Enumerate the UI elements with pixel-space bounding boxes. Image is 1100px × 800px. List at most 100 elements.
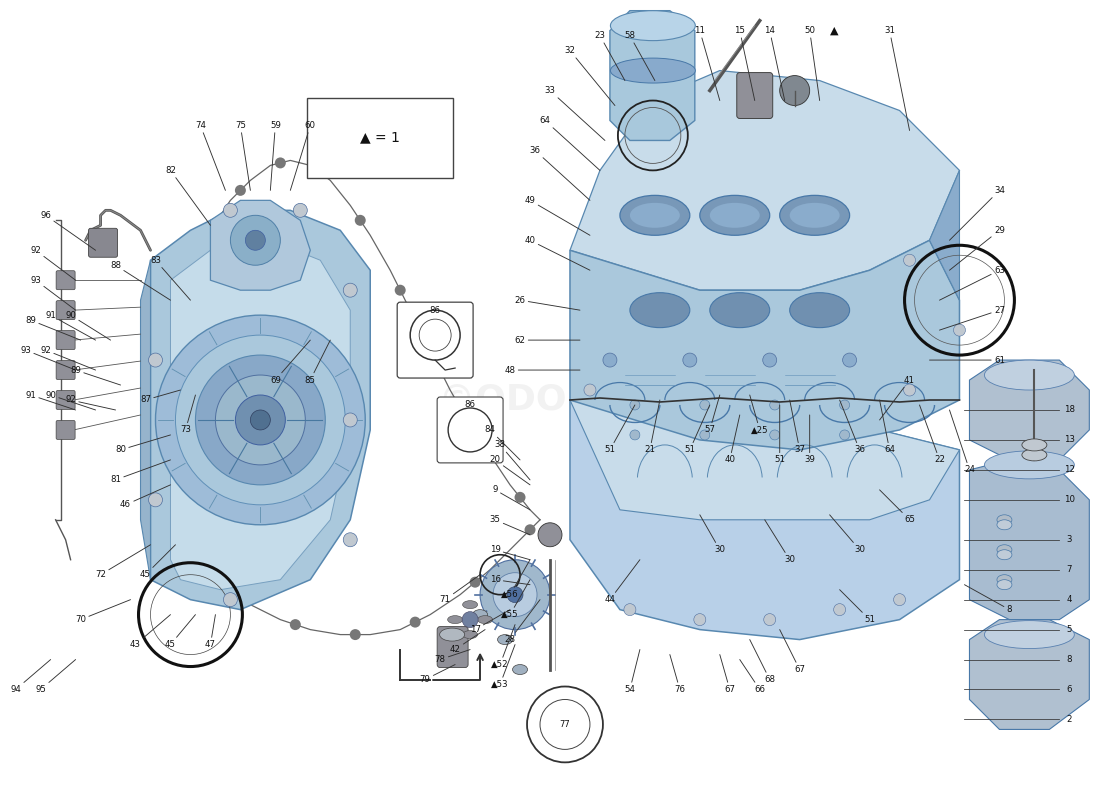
Text: 62: 62 [515, 336, 580, 345]
Ellipse shape [630, 203, 680, 228]
Text: 59: 59 [270, 121, 280, 190]
Circle shape [350, 629, 361, 640]
Text: 32: 32 [564, 46, 615, 106]
Text: 43: 43 [130, 614, 170, 649]
Text: 67: 67 [780, 630, 805, 674]
Circle shape [462, 612, 478, 628]
Text: 78: 78 [434, 650, 470, 664]
Text: 66: 66 [740, 659, 766, 694]
Circle shape [903, 384, 915, 396]
Circle shape [630, 430, 640, 440]
Circle shape [223, 203, 238, 218]
Circle shape [195, 245, 206, 256]
Text: 65: 65 [880, 490, 915, 524]
Text: 33: 33 [544, 86, 605, 141]
Circle shape [176, 335, 345, 505]
Text: 48: 48 [505, 366, 580, 374]
Text: 60: 60 [290, 121, 316, 190]
Text: 8: 8 [965, 585, 1012, 614]
Text: 68: 68 [750, 639, 776, 684]
Text: 77: 77 [560, 720, 571, 729]
Text: 31: 31 [884, 26, 910, 130]
Circle shape [903, 254, 915, 266]
Text: 24: 24 [949, 410, 975, 474]
Circle shape [493, 573, 537, 617]
Text: 36: 36 [529, 146, 590, 200]
Text: 96: 96 [41, 211, 96, 250]
Circle shape [235, 395, 285, 445]
Circle shape [409, 617, 420, 628]
Ellipse shape [473, 610, 487, 620]
Ellipse shape [710, 203, 760, 228]
Ellipse shape [700, 195, 770, 235]
Ellipse shape [790, 203, 839, 228]
Text: 44: 44 [604, 560, 640, 604]
Text: 92: 92 [30, 246, 76, 280]
Text: 28: 28 [505, 600, 540, 644]
Text: 92: 92 [41, 346, 96, 370]
Polygon shape [930, 170, 959, 300]
Circle shape [395, 285, 406, 296]
Text: 30: 30 [764, 520, 795, 564]
Circle shape [148, 493, 163, 507]
FancyBboxPatch shape [56, 361, 75, 379]
Ellipse shape [463, 630, 477, 638]
Text: 90: 90 [65, 310, 111, 340]
Polygon shape [210, 200, 310, 290]
Text: 88: 88 [110, 261, 170, 300]
Ellipse shape [630, 293, 690, 328]
Text: 13: 13 [1064, 435, 1075, 445]
Circle shape [843, 353, 857, 367]
Circle shape [196, 355, 326, 485]
Text: 21: 21 [645, 400, 660, 454]
Text: 72: 72 [95, 545, 151, 579]
Text: 93: 93 [20, 346, 76, 370]
Circle shape [289, 619, 300, 630]
Circle shape [538, 522, 562, 546]
Circle shape [223, 593, 238, 606]
Circle shape [216, 375, 306, 465]
Text: 74: 74 [195, 121, 226, 190]
Ellipse shape [610, 58, 695, 83]
Ellipse shape [448, 616, 463, 624]
Text: 6: 6 [1067, 685, 1072, 694]
Text: 2: 2 [1067, 715, 1072, 724]
Text: 8: 8 [1067, 655, 1072, 664]
Text: 16: 16 [490, 575, 530, 585]
Ellipse shape [997, 520, 1012, 530]
FancyBboxPatch shape [437, 397, 503, 463]
Circle shape [630, 400, 640, 410]
Ellipse shape [997, 515, 1012, 525]
Circle shape [763, 614, 776, 626]
Text: 10: 10 [1064, 495, 1075, 504]
Text: 47: 47 [205, 614, 216, 649]
Text: 12: 12 [1064, 466, 1075, 474]
Circle shape [834, 604, 846, 616]
Text: 86: 86 [464, 401, 475, 410]
Text: ▲53: ▲53 [492, 645, 515, 689]
Circle shape [230, 215, 280, 266]
Text: 89: 89 [70, 366, 121, 385]
Circle shape [584, 384, 596, 396]
Text: 85: 85 [305, 340, 330, 385]
Ellipse shape [780, 195, 849, 235]
Text: 3: 3 [1067, 535, 1072, 544]
Text: 30: 30 [829, 515, 865, 554]
Circle shape [480, 560, 550, 630]
Ellipse shape [1022, 449, 1047, 461]
Text: 19: 19 [490, 546, 530, 560]
Text: 29: 29 [949, 226, 1005, 270]
Text: 46: 46 [120, 485, 170, 510]
Text: 75: 75 [235, 121, 251, 190]
Text: 54: 54 [625, 650, 640, 694]
Text: ▲: ▲ [830, 26, 839, 36]
FancyBboxPatch shape [56, 421, 75, 439]
Ellipse shape [477, 616, 493, 624]
Circle shape [157, 350, 168, 361]
Ellipse shape [997, 545, 1012, 554]
Circle shape [770, 400, 780, 410]
Circle shape [893, 594, 905, 606]
Text: 67: 67 [719, 654, 735, 694]
Text: 64: 64 [539, 116, 600, 170]
Ellipse shape [497, 634, 513, 645]
